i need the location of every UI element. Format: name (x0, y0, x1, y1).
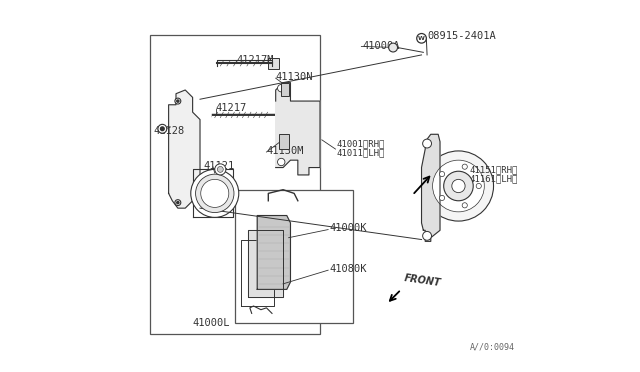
Circle shape (462, 203, 467, 208)
Circle shape (444, 171, 473, 201)
Circle shape (158, 124, 167, 133)
Circle shape (175, 98, 181, 104)
Text: 41130M: 41130M (266, 146, 304, 156)
Text: 08915-2401A: 08915-2401A (428, 32, 497, 41)
Circle shape (440, 195, 445, 201)
Text: W: W (418, 36, 425, 41)
Text: 41217M: 41217M (237, 55, 275, 65)
Circle shape (462, 164, 467, 169)
Polygon shape (241, 240, 274, 306)
Circle shape (433, 160, 484, 212)
Text: 41151（RH）: 41151（RH） (470, 165, 518, 174)
Text: 41128: 41128 (153, 126, 184, 136)
Circle shape (191, 169, 239, 217)
Circle shape (388, 43, 397, 52)
Circle shape (218, 166, 223, 172)
Circle shape (422, 139, 431, 148)
Circle shape (161, 127, 164, 131)
Circle shape (422, 231, 431, 240)
Text: 41000K: 41000K (329, 224, 367, 234)
Text: 41080K: 41080K (329, 264, 367, 274)
Text: 41130N: 41130N (276, 72, 313, 82)
Polygon shape (168, 90, 200, 208)
Circle shape (201, 179, 229, 208)
Circle shape (424, 151, 493, 221)
Circle shape (440, 171, 445, 177)
Circle shape (215, 164, 226, 175)
Text: 41217: 41217 (216, 103, 247, 113)
Circle shape (278, 84, 285, 92)
Polygon shape (276, 83, 320, 175)
FancyBboxPatch shape (268, 58, 280, 68)
Polygon shape (248, 230, 283, 297)
Circle shape (278, 158, 285, 166)
Circle shape (177, 100, 179, 102)
Text: 41000A: 41000A (362, 41, 400, 51)
Text: 41121: 41121 (204, 161, 235, 171)
FancyBboxPatch shape (235, 190, 353, 323)
Circle shape (177, 202, 179, 204)
Text: 41001（RH）: 41001（RH） (337, 139, 385, 148)
FancyBboxPatch shape (280, 134, 289, 149)
Circle shape (175, 200, 181, 206)
Circle shape (476, 183, 481, 189)
Text: 41011（LH）: 41011（LH） (337, 148, 385, 157)
Text: 41000L: 41000L (193, 318, 230, 328)
Text: 41161（LH）: 41161（LH） (470, 174, 518, 183)
Polygon shape (422, 134, 440, 241)
Text: A//0:0094: A//0:0094 (470, 342, 515, 351)
Polygon shape (257, 215, 291, 289)
Circle shape (196, 174, 234, 212)
Text: FRONT: FRONT (403, 273, 441, 288)
FancyBboxPatch shape (150, 35, 320, 334)
Circle shape (417, 33, 426, 43)
FancyBboxPatch shape (281, 83, 289, 96)
Circle shape (452, 179, 465, 193)
